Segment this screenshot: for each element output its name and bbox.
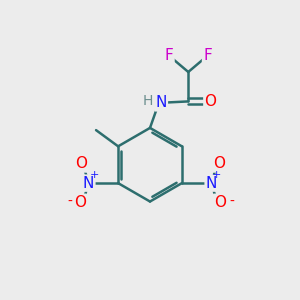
Text: H: H [142,94,153,108]
Text: +: + [89,170,99,180]
Text: O: O [204,94,216,109]
Text: O: O [74,195,86,210]
Text: -: - [67,195,72,209]
Text: O: O [214,195,226,210]
Text: -: - [230,195,234,209]
Text: O: O [213,157,225,172]
Text: O: O [75,157,87,172]
Text: N: N [206,176,217,190]
Text: F: F [165,48,173,63]
Text: N: N [155,95,167,110]
Text: +: + [212,170,221,180]
Text: F: F [203,48,212,63]
Text: N: N [83,176,94,190]
